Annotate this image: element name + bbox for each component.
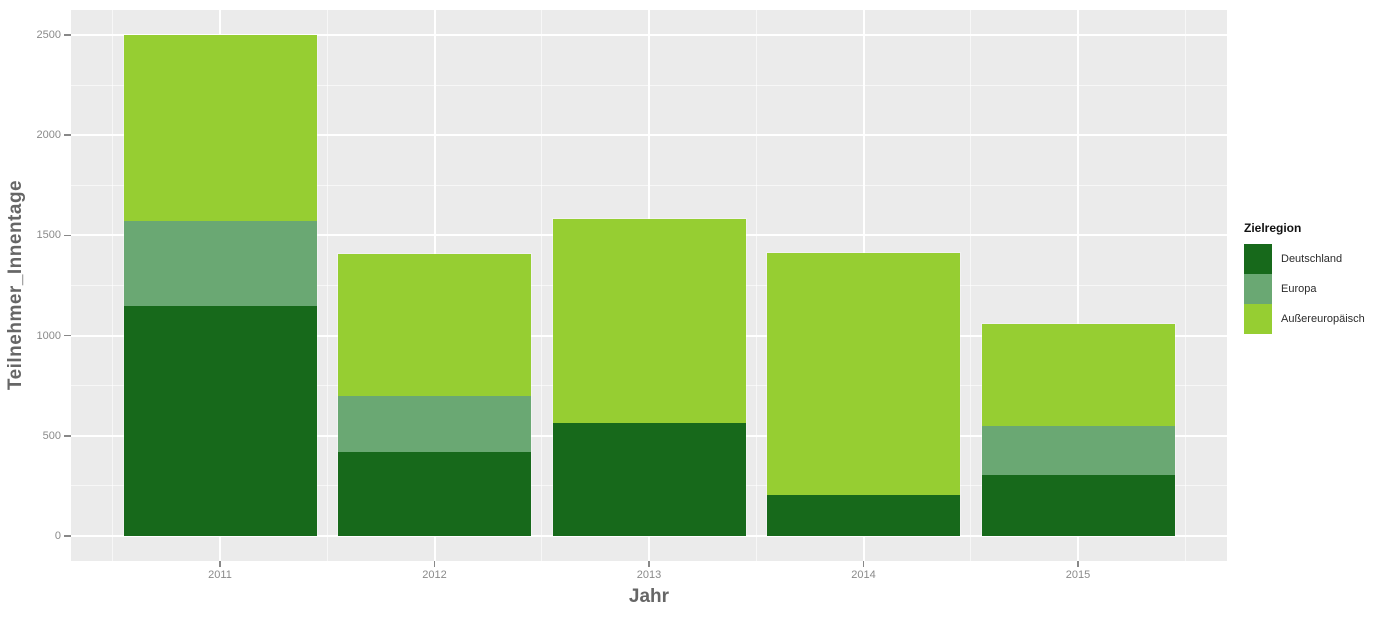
legend-swatch-außereuropäisch	[1244, 304, 1272, 334]
bar-2012	[338, 254, 531, 536]
legend: Zielregion Deutschland Europa Außereuropäi…	[1244, 221, 1365, 334]
x-tick-label-2012: 2012	[422, 569, 447, 581]
y-tick-label: 1500	[36, 229, 61, 242]
gridline-minor-v	[1184, 10, 1186, 561]
y-tick-mark	[64, 134, 71, 136]
gridline-major-v	[1077, 10, 1079, 561]
legend-key-außereuropäisch: Außereuropäisch	[1244, 304, 1365, 334]
x-tick-label-2015: 2015	[1065, 569, 1091, 581]
gridline-minor-v	[970, 10, 972, 561]
x-tick-mark	[862, 561, 865, 567]
plot-panel	[71, 10, 1227, 561]
bar-segment-europa-2012	[338, 395, 531, 452]
bar-segment-außereuropäisch-2015	[981, 323, 1175, 426]
legend-keys: Deutschland Europa Außereuropäisch	[1244, 244, 1365, 334]
y-tick-label: 1000	[36, 329, 61, 342]
bar-segment-außereuropäisch-2013	[552, 219, 746, 423]
bar-2011	[123, 35, 317, 536]
legend-swatch-europa	[1244, 274, 1272, 304]
x-tick-mark	[219, 561, 221, 567]
x-tick-label-2014: 2014	[851, 569, 876, 581]
x-tick-mark	[433, 561, 436, 567]
bar-2014	[767, 253, 960, 536]
legend-label: Europa	[1281, 283, 1317, 295]
legend-label: Deutschland	[1281, 253, 1343, 265]
x-tick-label-2011: 2011	[208, 569, 232, 581]
y-tick-label: 500	[42, 429, 61, 442]
bar-segment-außereuropäisch-2011	[123, 35, 317, 222]
y-tick-mark	[64, 435, 71, 437]
y-axis-title: Teilnehmer_Innentage	[5, 179, 26, 391]
gridline-minor-v	[112, 10, 114, 561]
bar-segment-deutschland-2014	[767, 494, 960, 536]
bar-segment-europa-2011	[123, 221, 317, 306]
y-tick-mark	[64, 34, 71, 36]
x-tick-label-2013: 2013	[636, 569, 662, 581]
bar-segment-deutschland-2011	[123, 305, 317, 536]
x-tick-mark	[648, 561, 650, 567]
y-tick-mark	[64, 334, 71, 337]
x-tick-mark	[1077, 561, 1079, 567]
bar-segment-deutschland-2015	[981, 474, 1175, 536]
bar-2015	[981, 323, 1175, 536]
y-tick-label: 0	[54, 529, 61, 542]
bar-segment-deutschland-2013	[552, 422, 746, 536]
y-tick-label: 2000	[36, 129, 61, 142]
bar-2013	[552, 219, 746, 536]
legend-title: Zielregion	[1244, 221, 1302, 235]
legend-key-europa: Europa	[1244, 274, 1365, 304]
bar-segment-außereuropäisch-2012	[338, 254, 531, 396]
gridline-minor-v	[326, 10, 328, 561]
bar-segment-außereuropäisch-2014	[767, 253, 960, 495]
legend-swatch-deutschland	[1244, 244, 1272, 274]
y-tick-mark	[64, 234, 71, 237]
bar-segment-europa-2015	[981, 425, 1175, 475]
bar-segment-deutschland-2012	[338, 451, 531, 536]
y-tick-mark	[64, 535, 71, 537]
gridline-minor-v	[541, 10, 543, 561]
legend-label: Außereuropäisch	[1281, 313, 1365, 325]
y-tick-label: 2500	[36, 29, 61, 42]
legend-key-deutschland: Deutschland	[1244, 244, 1365, 274]
x-axis-title: Jahr	[628, 586, 670, 607]
gridline-minor-v	[755, 10, 757, 561]
